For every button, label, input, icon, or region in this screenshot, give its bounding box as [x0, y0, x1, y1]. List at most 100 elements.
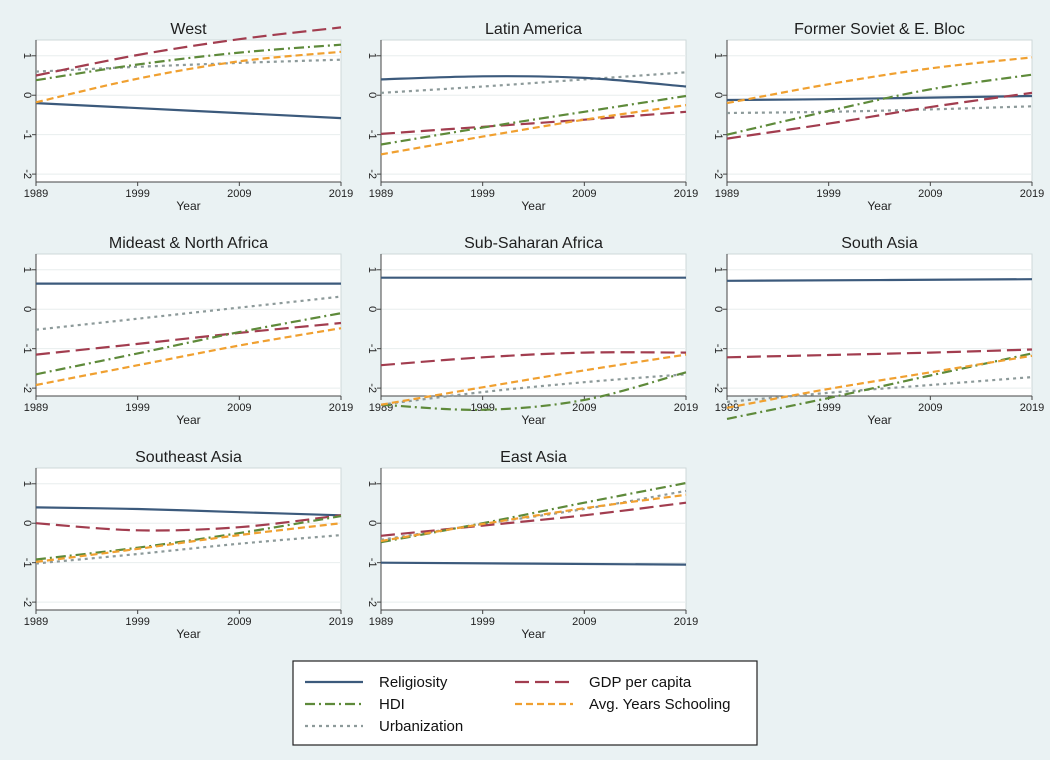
- series-line-schooling: [35, 327, 342, 387]
- x-tick-label: 1999: [816, 188, 840, 200]
- x-tick-label: 1999: [470, 188, 494, 200]
- series-line-religiosity: [726, 278, 1033, 282]
- x-tick-label: 1989: [369, 616, 393, 628]
- panel-title: East Asia: [500, 449, 567, 466]
- series-line-gdp: [35, 514, 342, 532]
- series-line-religiosity: [35, 506, 342, 517]
- series-line-hdi: [380, 371, 687, 411]
- x-tick-label: 1989: [24, 402, 48, 414]
- plot-area: [726, 39, 1033, 183]
- y-tick-label: -2: [712, 383, 724, 393]
- y-tick-label: -2: [366, 383, 378, 393]
- y-tick-label: -2: [21, 169, 33, 179]
- series-line-urbanization: [726, 105, 1033, 115]
- x-tick-label: 1999: [470, 616, 494, 628]
- y-tick-label: 1: [366, 53, 378, 59]
- panel-8: -2 -1 0 1 1989 1999 2009 2019 Year East Asia: [366, 449, 698, 641]
- series-line-hdi: [35, 43, 342, 82]
- panel-title: Southeast Asia: [135, 449, 242, 466]
- panel-3: -2 -1 0 1 1989 1999 2009 2019 Year Former Soviet …: [712, 21, 1044, 213]
- x-tick-label: 2009: [918, 402, 942, 414]
- x-tick-label: 1999: [125, 188, 149, 200]
- legend-label-gdp: GDP per capita: [589, 674, 692, 691]
- series-line-hdi: [35, 515, 342, 561]
- legend-label-urbanization: Urbanization: [379, 718, 463, 735]
- panel-title: Sub-Saharan Africa: [464, 235, 603, 252]
- x-tick-label: 1989: [715, 402, 739, 414]
- x-tick-label: 2019: [674, 188, 698, 200]
- series-line-schooling: [380, 104, 687, 156]
- y-tick-label: 1: [21, 481, 33, 487]
- x-tick-label: 2009: [572, 188, 596, 200]
- series-line-schooling: [726, 56, 1033, 105]
- x-axis-title: Year: [521, 199, 545, 213]
- series-line-religiosity: [380, 75, 687, 88]
- x-tick-label: 1999: [125, 402, 149, 414]
- series-line-urbanization: [35, 295, 342, 331]
- panels: -2 -1 0 1 1989 1999 2009 2019 Year West -2 -1 0 1 1989…: [21, 21, 1044, 641]
- x-tick-label: 2019: [674, 616, 698, 628]
- legend-label-religiosity: Religiosity: [379, 674, 448, 691]
- x-axis-title: Year: [521, 627, 545, 641]
- x-tick-label: 2019: [1020, 188, 1044, 200]
- x-tick-label: 2009: [227, 188, 251, 200]
- y-tick-label: 0: [712, 92, 724, 98]
- y-tick-label: -1: [712, 130, 724, 140]
- series-line-religiosity: [35, 102, 342, 120]
- legend-box: [292, 660, 758, 746]
- series-line-gdp: [380, 110, 687, 135]
- series-line-gdp: [380, 501, 687, 537]
- x-tick-label: 2009: [227, 402, 251, 414]
- x-tick-label: 2019: [1020, 402, 1044, 414]
- x-tick-label: 1999: [816, 402, 840, 414]
- y-tick-label: -1: [366, 558, 378, 568]
- x-tick-label: 2009: [572, 402, 596, 414]
- y-tick-label: 1: [712, 53, 724, 59]
- y-tick-label: -1: [21, 344, 33, 354]
- panel-title: Former Soviet & E. Bloc: [794, 21, 965, 38]
- x-axis-title: Year: [176, 199, 200, 213]
- y-tick-label: 0: [366, 92, 378, 98]
- y-tick-label: 0: [21, 92, 33, 98]
- x-axis-title: Year: [867, 199, 891, 213]
- y-tick-label: -2: [366, 597, 378, 607]
- x-axis-title: Year: [176, 627, 200, 641]
- series-line-schooling: [726, 354, 1033, 409]
- y-tick-label: 1: [21, 267, 33, 273]
- series-line-hdi: [380, 94, 687, 146]
- plot-area: [380, 467, 687, 611]
- y-tick-label: -1: [21, 130, 33, 140]
- plot-area: [726, 253, 1033, 397]
- y-tick-label: 0: [712, 306, 724, 312]
- series-line-gdp: [380, 351, 687, 367]
- x-tick-label: 2019: [329, 616, 353, 628]
- x-tick-label: 2019: [674, 402, 698, 414]
- x-axis-title: Year: [867, 413, 891, 427]
- series-line-schooling: [380, 493, 687, 543]
- legend-label-hdi: HDI: [379, 696, 405, 713]
- x-tick-label: 2019: [329, 188, 353, 200]
- x-tick-label: 2009: [918, 188, 942, 200]
- x-tick-label: 1989: [24, 188, 48, 200]
- y-tick-label: 0: [21, 520, 33, 526]
- series-line-religiosity: [726, 94, 1033, 102]
- panel-title: South Asia: [841, 235, 918, 252]
- series-line-schooling: [380, 353, 687, 406]
- y-tick-label: 0: [366, 520, 378, 526]
- x-tick-label: 1999: [470, 402, 494, 414]
- x-tick-label: 1989: [369, 188, 393, 200]
- series-line-urbanization: [380, 373, 687, 406]
- panel-title: Latin America: [485, 21, 582, 38]
- series-line-hdi: [35, 312, 342, 376]
- series-line-schooling: [35, 50, 342, 104]
- y-tick-label: -1: [21, 558, 33, 568]
- x-axis-title: Year: [176, 413, 200, 427]
- x-tick-label: 2019: [329, 402, 353, 414]
- x-tick-label: 1999: [125, 616, 149, 628]
- series-line-gdp: [35, 26, 342, 77]
- panel-2: -2 -1 0 1 1989 1999 2009 2019 Year Latin America: [366, 21, 698, 213]
- series-line-gdp: [726, 348, 1033, 359]
- legend-label-schooling: Avg. Years Schooling: [589, 696, 731, 713]
- series-line-urbanization: [35, 534, 342, 565]
